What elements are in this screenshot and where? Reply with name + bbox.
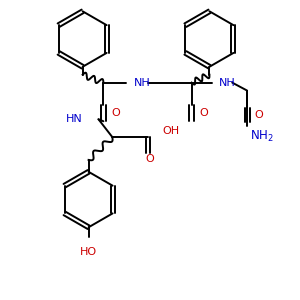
Text: O: O xyxy=(111,108,120,118)
Text: NH$_2$: NH$_2$ xyxy=(250,129,274,144)
Text: HN: HN xyxy=(66,114,82,124)
Text: O: O xyxy=(199,108,208,118)
Text: O: O xyxy=(255,110,263,120)
Text: OH: OH xyxy=(162,126,179,136)
Text: HO: HO xyxy=(80,247,97,257)
Text: NH: NH xyxy=(219,78,236,88)
Text: NH: NH xyxy=(134,78,151,88)
Text: O: O xyxy=(146,154,154,164)
